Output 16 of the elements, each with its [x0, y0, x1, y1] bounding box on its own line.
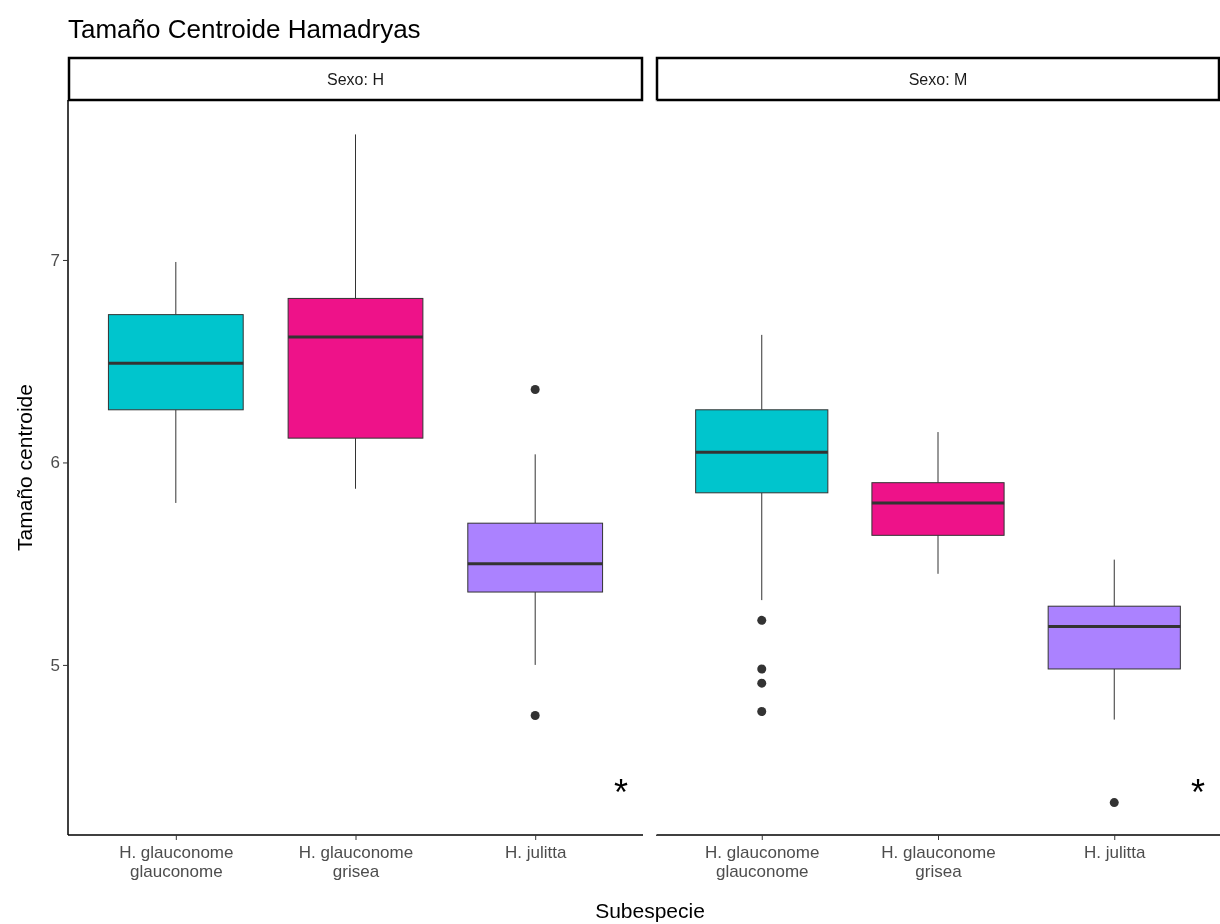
chart-title: Tamaño Centroide Hamadryas	[68, 14, 421, 44]
y-axis-title: Tamaño centroide	[13, 384, 36, 551]
x-tick-label: H. julitta	[1084, 843, 1146, 863]
x-tick-label: H. glauconome glauconome	[705, 843, 820, 881]
annotation: *	[613, 772, 629, 813]
x-tick-label: H. glauconome grisea	[298, 843, 414, 881]
y-tick-label: 7	[50, 250, 60, 270]
y-tick-label: 6	[50, 453, 60, 473]
annotation: *	[1190, 772, 1206, 813]
x-axis-title: Subespecie	[595, 899, 705, 922]
chart-subtitle: Sexo: H	[327, 71, 384, 88]
chart-subtitle: Sexo: M	[908, 71, 968, 88]
x-tick-label: H. julitta	[504, 843, 567, 863]
x-tick-label: H. glauconome grisea	[881, 843, 996, 881]
x-tick-label: H. glauconome glauconome	[119, 843, 234, 881]
y-tick-label: 5	[50, 655, 60, 675]
